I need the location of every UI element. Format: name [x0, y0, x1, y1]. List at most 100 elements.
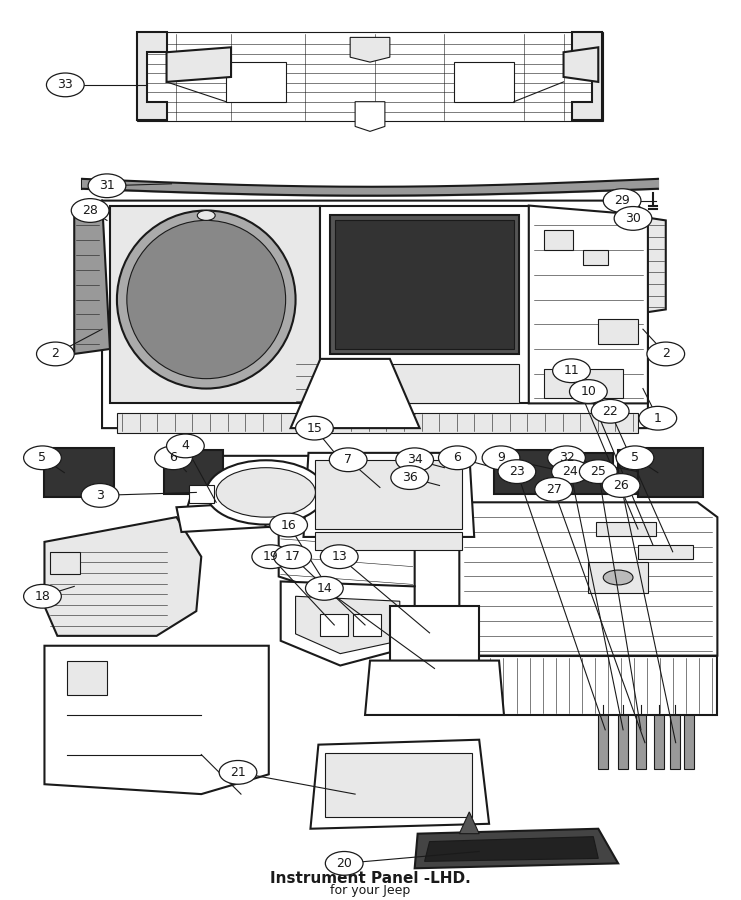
- Polygon shape: [559, 453, 613, 494]
- Text: 13: 13: [331, 550, 347, 563]
- Text: 5: 5: [631, 451, 639, 464]
- Polygon shape: [415, 829, 618, 868]
- Bar: [597, 522, 656, 536]
- Ellipse shape: [88, 174, 126, 198]
- Polygon shape: [355, 102, 385, 131]
- Text: 31: 31: [99, 179, 115, 193]
- Polygon shape: [454, 62, 514, 102]
- Text: 1: 1: [654, 411, 662, 425]
- Bar: [588, 562, 648, 593]
- Ellipse shape: [24, 584, 62, 608]
- Ellipse shape: [206, 460, 325, 525]
- Ellipse shape: [270, 513, 308, 537]
- Polygon shape: [279, 458, 415, 607]
- Ellipse shape: [197, 211, 215, 220]
- Text: 23: 23: [509, 465, 525, 478]
- Polygon shape: [182, 455, 350, 527]
- Bar: [638, 544, 693, 559]
- Text: 28: 28: [82, 204, 98, 217]
- Bar: [50, 552, 80, 573]
- Bar: [598, 715, 608, 770]
- Text: 24: 24: [562, 465, 579, 478]
- Polygon shape: [638, 448, 703, 498]
- Ellipse shape: [155, 446, 193, 470]
- Ellipse shape: [127, 220, 285, 379]
- Polygon shape: [167, 48, 231, 82]
- Text: 2: 2: [51, 347, 59, 360]
- Bar: [190, 485, 214, 503]
- Bar: [544, 230, 574, 250]
- Text: 7: 7: [344, 454, 352, 466]
- Bar: [325, 752, 472, 817]
- Text: for your Jeep: for your Jeep: [330, 884, 410, 896]
- Polygon shape: [102, 201, 648, 428]
- Bar: [654, 715, 664, 770]
- Text: 11: 11: [564, 364, 579, 377]
- Text: 6: 6: [170, 451, 177, 464]
- Ellipse shape: [396, 448, 433, 472]
- Bar: [330, 364, 519, 403]
- Ellipse shape: [71, 199, 109, 222]
- Text: 32: 32: [559, 451, 574, 464]
- Text: 17: 17: [285, 550, 301, 563]
- Text: 4: 4: [182, 439, 190, 453]
- Polygon shape: [365, 661, 504, 715]
- Bar: [67, 661, 107, 695]
- Text: 25: 25: [591, 465, 606, 478]
- Ellipse shape: [498, 460, 536, 483]
- Ellipse shape: [329, 448, 367, 472]
- Polygon shape: [137, 32, 167, 121]
- Text: 20: 20: [336, 857, 352, 870]
- Polygon shape: [296, 597, 400, 653]
- Bar: [316, 532, 462, 550]
- Polygon shape: [310, 740, 489, 829]
- Ellipse shape: [551, 460, 589, 483]
- Text: 22: 22: [602, 405, 618, 418]
- Polygon shape: [164, 450, 223, 494]
- Ellipse shape: [482, 446, 520, 470]
- Ellipse shape: [167, 434, 205, 458]
- Ellipse shape: [647, 342, 685, 365]
- Bar: [636, 715, 646, 770]
- Bar: [684, 715, 694, 770]
- Text: 36: 36: [402, 471, 418, 484]
- Ellipse shape: [252, 544, 290, 569]
- Bar: [330, 215, 519, 354]
- Polygon shape: [110, 205, 320, 403]
- Ellipse shape: [47, 73, 84, 96]
- Polygon shape: [633, 215, 665, 314]
- Polygon shape: [573, 32, 602, 121]
- Polygon shape: [618, 450, 673, 494]
- Bar: [544, 369, 623, 399]
- Polygon shape: [226, 62, 285, 102]
- Ellipse shape: [296, 417, 333, 440]
- Ellipse shape: [82, 483, 119, 508]
- Ellipse shape: [320, 544, 358, 569]
- Ellipse shape: [603, 189, 641, 212]
- Polygon shape: [459, 812, 479, 833]
- Ellipse shape: [639, 407, 677, 430]
- Polygon shape: [425, 837, 598, 861]
- Ellipse shape: [439, 446, 476, 470]
- Text: 2: 2: [662, 347, 670, 360]
- Polygon shape: [564, 48, 598, 82]
- Polygon shape: [529, 205, 648, 403]
- Polygon shape: [390, 607, 479, 661]
- Polygon shape: [494, 450, 554, 494]
- Polygon shape: [290, 359, 419, 428]
- Ellipse shape: [273, 544, 311, 569]
- Polygon shape: [459, 502, 717, 655]
- Text: 21: 21: [230, 766, 246, 778]
- Ellipse shape: [548, 446, 585, 470]
- Text: 34: 34: [407, 454, 422, 466]
- Polygon shape: [304, 453, 474, 537]
- Text: 27: 27: [545, 483, 562, 496]
- Ellipse shape: [579, 460, 617, 483]
- Text: Instrument Panel -LHD.: Instrument Panel -LHD.: [270, 870, 471, 886]
- Bar: [316, 460, 462, 529]
- Polygon shape: [281, 581, 415, 665]
- Bar: [335, 220, 514, 349]
- Polygon shape: [44, 645, 269, 794]
- Polygon shape: [176, 502, 266, 532]
- Ellipse shape: [603, 570, 633, 585]
